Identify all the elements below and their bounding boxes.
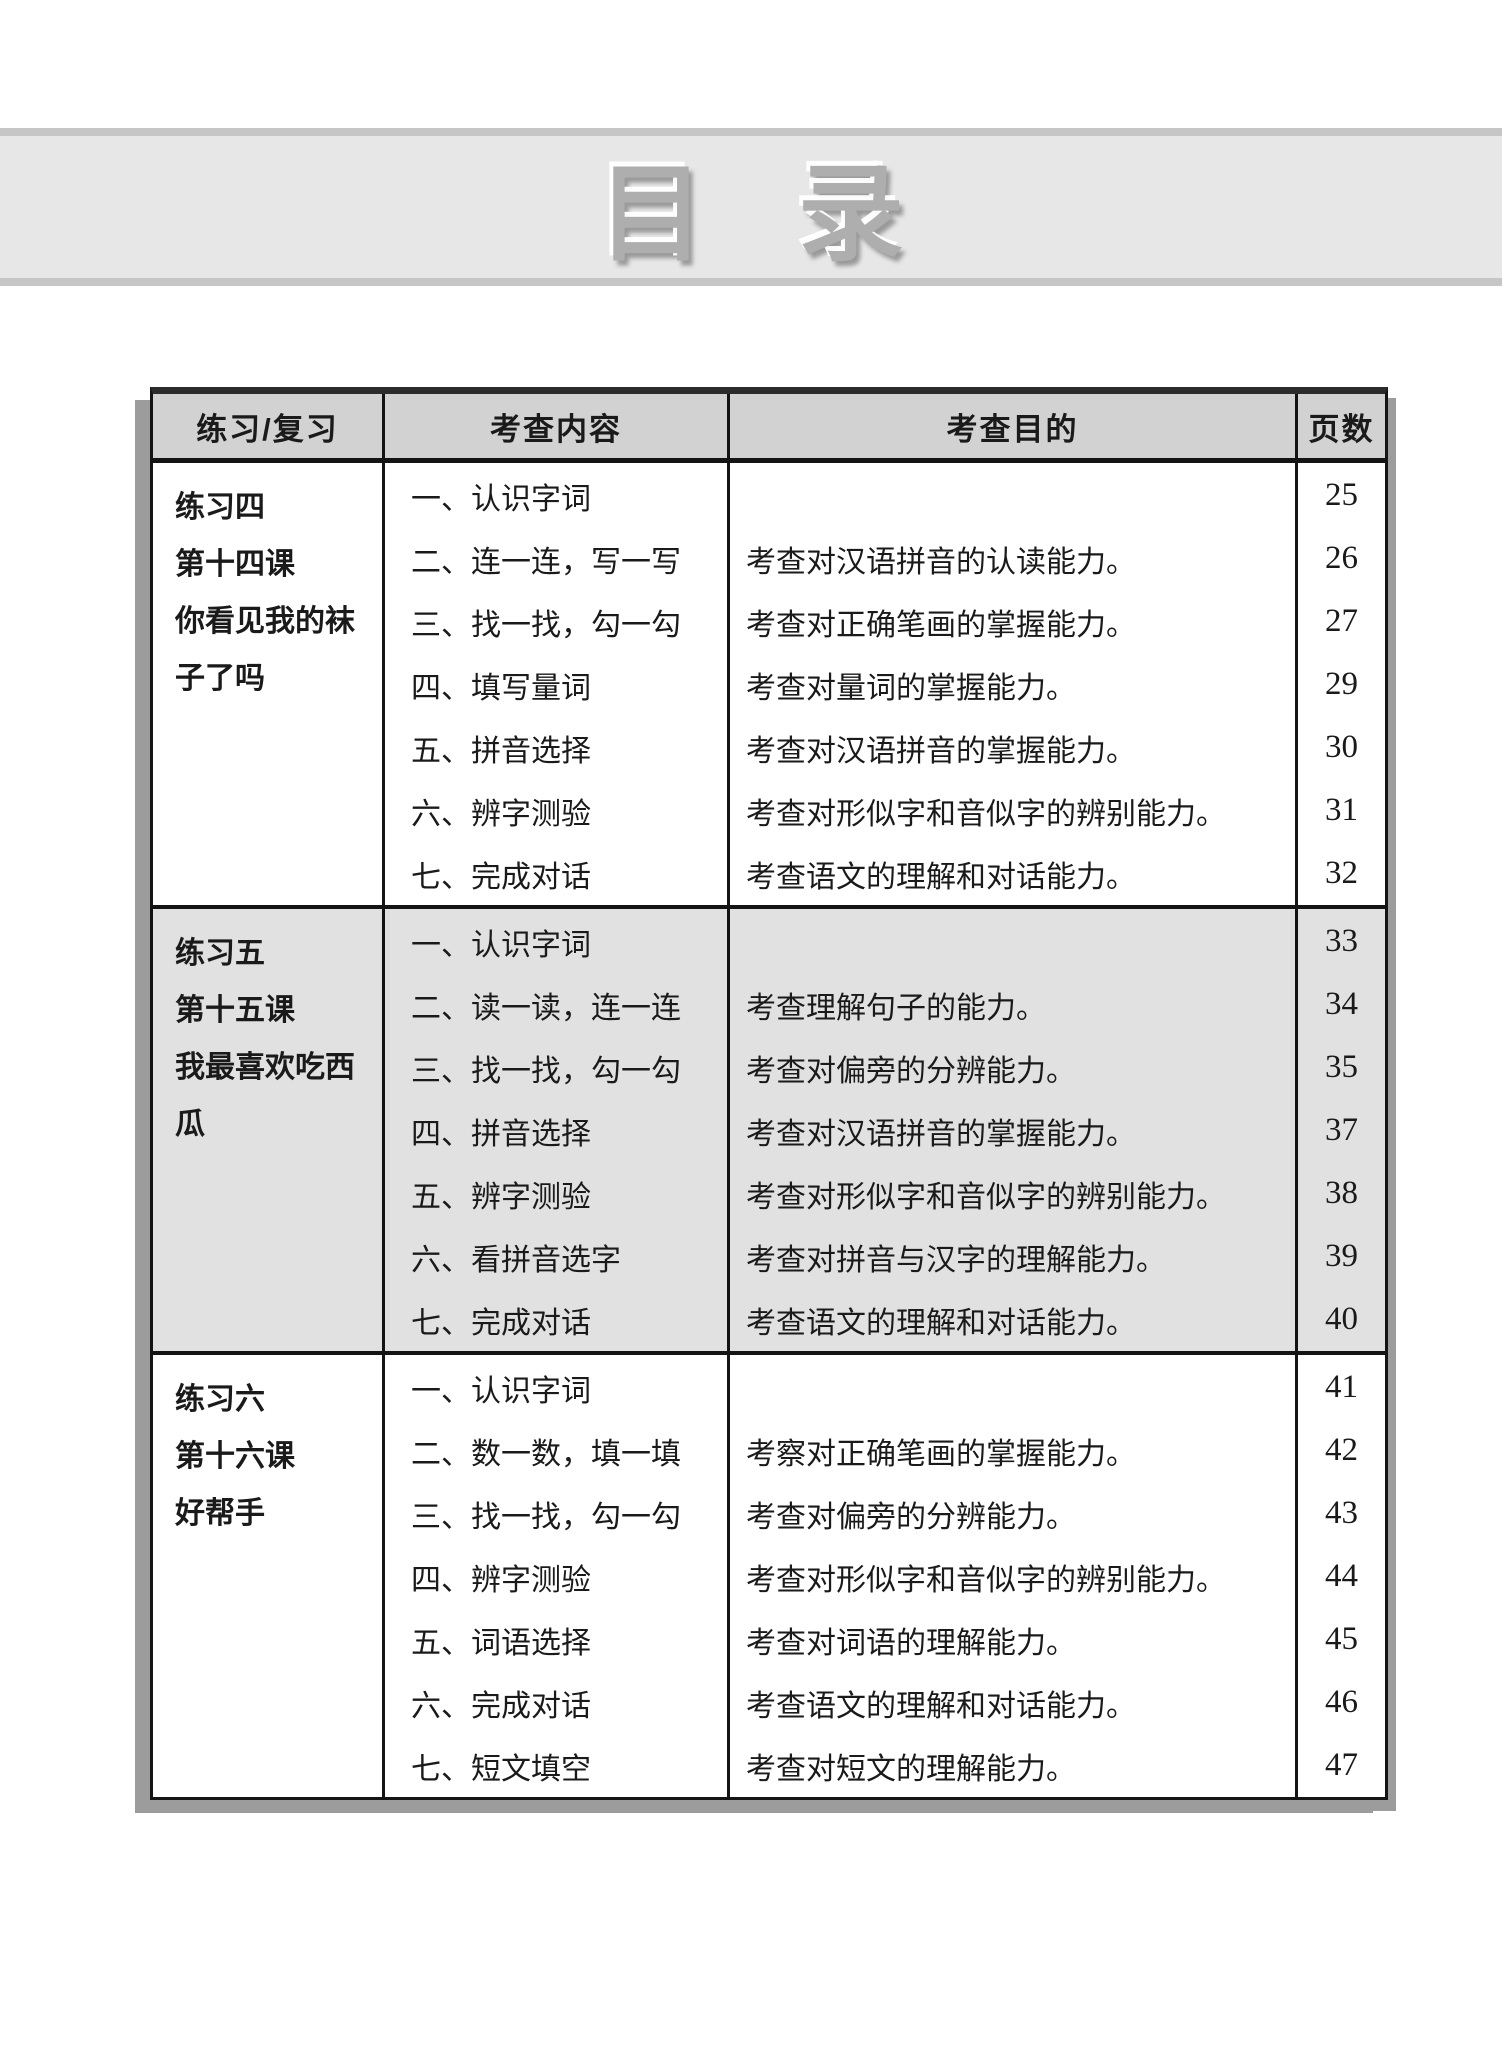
content-item: 七、完成对话 — [411, 1306, 591, 1340]
header-exercise-review: 练习/复习 — [153, 394, 385, 458]
page-number-column: 25 26 27 29 30 31 32 — [1298, 463, 1385, 905]
page-number: 41 — [1325, 1369, 1358, 1405]
section-label-line: 第十五课 — [175, 994, 295, 1027]
section-exercise-6: 练习六 第十六课 好帮手 一、认识字词 二、数一数，填一填 三、找一找，勾一勾 … — [153, 1351, 1385, 1797]
page-number: 27 — [1325, 603, 1358, 639]
purpose-item: 考查语文的理解和对话能力。 — [746, 1689, 1136, 1723]
purpose-item: 考查对汉语拼音的掌握能力。 — [746, 1117, 1136, 1151]
section-exercise-4: 练习四 第十四课 你看见我的袜子了吗 一、认识字词 二、连一连，写一写 三、找一… — [153, 463, 1385, 905]
purpose-item: 考查对形似字和音似字的辨别能力。 — [746, 1180, 1226, 1214]
purpose-item: 考查对正确笔画的掌握能力。 — [746, 608, 1136, 642]
purpose-item: 考查理解句子的能力。 — [746, 991, 1046, 1025]
purpose-item: 考查对形似字和音似字的辨别能力。 — [746, 797, 1226, 831]
content-item: 二、数一数，填一填 — [411, 1437, 681, 1471]
content-column: 一、认识字词 二、读一读，连一连 三、找一找，勾一勾 四、拼音选择 五、辨字测验… — [385, 909, 730, 1351]
content-item: 七、完成对话 — [411, 860, 591, 894]
section-label-line: 练习四 — [175, 491, 265, 524]
purpose-item: 考查对量词的掌握能力。 — [746, 671, 1076, 705]
section-label: 练习六 第十六课 好帮手 — [153, 1355, 385, 1797]
page-number: 43 — [1325, 1495, 1358, 1531]
section-label-line: 好帮手 — [175, 1497, 265, 1530]
page-number: 30 — [1325, 729, 1358, 765]
purpose-item: 考查对词语的理解能力。 — [746, 1626, 1076, 1660]
section-label: 练习四 第十四课 你看见我的袜子了吗 — [153, 463, 385, 905]
section-label-line: 练习六 — [175, 1383, 265, 1416]
page-number: 47 — [1325, 1747, 1358, 1783]
purpose-item: 考查对形似字和音似字的辨别能力。 — [746, 1563, 1226, 1597]
purpose-item: 考查对汉语拼音的认读能力。 — [746, 545, 1136, 579]
header-test-purpose: 考查目的 — [730, 394, 1298, 458]
page-number: 38 — [1325, 1175, 1358, 1211]
section-label-line: 我最喜欢吃西瓜 — [175, 1051, 355, 1141]
page-number: 45 — [1325, 1621, 1358, 1657]
purpose-item: 考查对偏旁的分辨能力。 — [746, 1500, 1076, 1534]
page-number-column: 33 34 35 37 38 39 40 — [1298, 909, 1385, 1351]
purpose-item: 考查语文的理解和对话能力。 — [746, 1306, 1136, 1340]
content-item: 五、词语选择 — [411, 1626, 591, 1660]
content-column: 一、认识字词 二、连一连，写一写 三、找一找，勾一勾 四、填写量词 五、拼音选择… — [385, 463, 730, 905]
content-item: 一、认识字词 — [411, 1374, 591, 1408]
page-number: 42 — [1325, 1432, 1358, 1468]
page-number: 44 — [1325, 1558, 1358, 1594]
header-test-content: 考查内容 — [385, 394, 730, 458]
page-number: 46 — [1325, 1684, 1358, 1720]
page-number: 35 — [1325, 1049, 1358, 1085]
page-number: 33 — [1325, 923, 1358, 959]
content-item: 一、认识字词 — [411, 482, 591, 516]
content-item: 四、填写量词 — [411, 671, 591, 705]
toc-table: 练习/复习 考查内容 考查目的 页数 练习四 第十四课 你看见我的袜子了吗 一、… — [150, 387, 1388, 1800]
content-item: 六、完成对话 — [411, 1689, 591, 1723]
purpose-item: 考查对汉语拼音的掌握能力。 — [746, 734, 1136, 768]
purpose-column: 考察对正确笔画的掌握能力。 考查对偏旁的分辨能力。 考查对形似字和音似字的辨别能… — [730, 1355, 1298, 1797]
purpose-item: 考查对拼音与汉字的理解能力。 — [746, 1243, 1166, 1277]
title-banner: 目 录 — [0, 128, 1502, 286]
content-item: 三、找一找，勾一勾 — [411, 608, 681, 642]
content-item: 三、找一找，勾一勾 — [411, 1500, 681, 1534]
section-label-line: 练习五 — [175, 937, 265, 970]
content-item: 二、读一读，连一连 — [411, 991, 681, 1025]
page-number: 39 — [1325, 1238, 1358, 1274]
header-page-number: 页数 — [1308, 411, 1375, 447]
page-number: 31 — [1325, 792, 1358, 828]
content-item: 五、拼音选择 — [411, 734, 591, 768]
content-column: 一、认识字词 二、数一数，填一填 三、找一找，勾一勾 四、辨字测验 五、词语选择… — [385, 1355, 730, 1797]
purpose-item: 考察对正确笔画的掌握能力。 — [746, 1437, 1136, 1471]
content-item: 六、看拼音选字 — [411, 1243, 621, 1277]
section-exercise-5: 练习五 第十五课 我最喜欢吃西瓜 一、认识字词 二、读一读，连一连 三、找一找，… — [153, 905, 1385, 1351]
page-number: 37 — [1325, 1112, 1358, 1148]
page-number: 40 — [1325, 1301, 1358, 1337]
purpose-item — [730, 1356, 1295, 1419]
content-item: 六、辨字测验 — [411, 797, 591, 831]
content-item: 二、连一连，写一写 — [411, 545, 681, 579]
table-header-row: 练习/复习 考查内容 考查目的 页数 — [153, 394, 1385, 463]
purpose-item: 考查对偏旁的分辨能力。 — [746, 1054, 1076, 1088]
page-title: 目 录 — [598, 156, 904, 274]
page-number: 32 — [1325, 855, 1358, 891]
content-item: 一、认识字词 — [411, 928, 591, 962]
page-number: 29 — [1325, 666, 1358, 702]
page-number: 26 — [1325, 540, 1358, 576]
purpose-item: 考查对短文的理解能力。 — [746, 1752, 1076, 1786]
section-label: 练习五 第十五课 我最喜欢吃西瓜 — [153, 909, 385, 1351]
purpose-item — [730, 910, 1295, 973]
purpose-item: 考查语文的理解和对话能力。 — [746, 860, 1136, 894]
section-label-line: 第十四课 — [175, 548, 295, 581]
section-label-line: 你看见我的袜子了吗 — [175, 605, 355, 695]
purpose-column: 考查对汉语拼音的认读能力。 考查对正确笔画的掌握能力。 考查对量词的掌握能力。 … — [730, 463, 1298, 905]
content-item: 四、辨字测验 — [411, 1563, 591, 1597]
page-number: 25 — [1325, 477, 1358, 513]
content-item: 四、拼音选择 — [411, 1117, 591, 1151]
content-item: 三、找一找，勾一勾 — [411, 1054, 681, 1088]
section-label-line: 第十六课 — [175, 1440, 295, 1473]
page-number: 34 — [1325, 986, 1358, 1022]
content-item: 五、辨字测验 — [411, 1180, 591, 1214]
purpose-item — [730, 464, 1295, 527]
purpose-column: 考查理解句子的能力。 考查对偏旁的分辨能力。 考查对汉语拼音的掌握能力。 考查对… — [730, 909, 1298, 1351]
content-item: 七、短文填空 — [411, 1752, 591, 1786]
page-number-column: 41 42 43 44 45 46 47 — [1298, 1355, 1385, 1797]
